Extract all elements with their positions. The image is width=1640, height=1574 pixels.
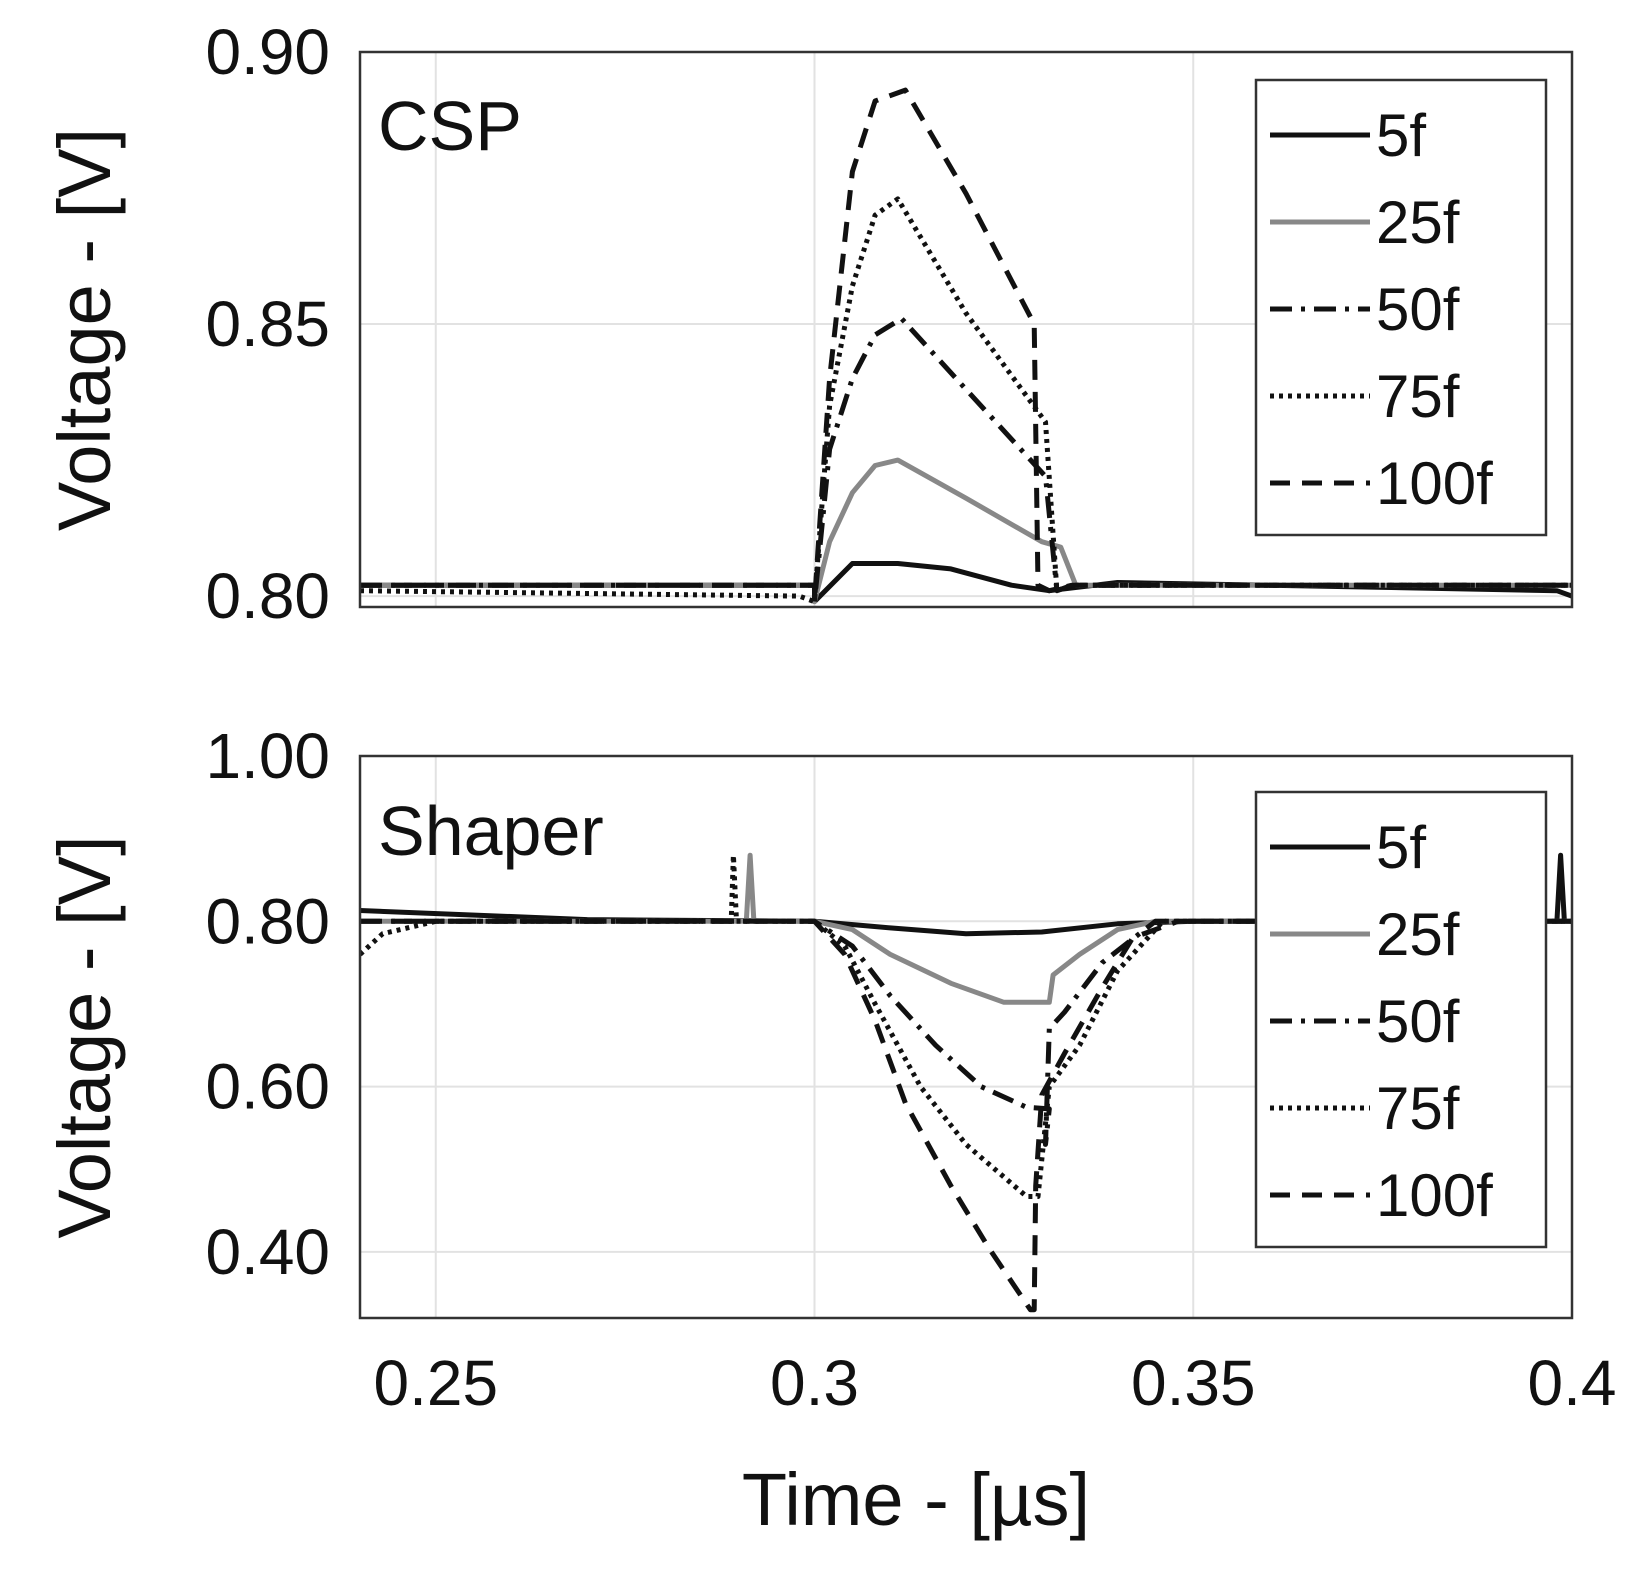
x-tick-label: 0.35 <box>1131 1347 1256 1419</box>
csp-legend-label-50f: 50f <box>1376 276 1460 343</box>
csp-series-100f <box>360 87 1572 605</box>
csp-legend-label-5f: 5f <box>1376 102 1426 169</box>
csp-axes-frame <box>358 50 1574 609</box>
shaper-legend-label-75f: 75f <box>1376 1075 1460 1142</box>
csp-legend-label-75f: 75f <box>1376 363 1460 430</box>
shaper-axes-frame <box>358 754 1574 1320</box>
x-axis-label: Time - [µs] <box>742 1458 1090 1541</box>
shaper-legend: 5f 25f 50f 75f 100f <box>1254 790 1548 1249</box>
shaper-series-25f <box>360 852 1572 1005</box>
shaper-y-axis-label: Voltage - [V] <box>43 835 126 1238</box>
csp-y-tick-label: 0.85 <box>205 288 330 360</box>
csp-legend: 5f 25f 50f 75f 100f <box>1254 78 1548 537</box>
shaper-y-tick-label: 0.80 <box>205 885 330 957</box>
shaper-y-tick-label: 0.60 <box>205 1051 330 1123</box>
shaper-panel-label: Shaper <box>378 792 604 870</box>
shaper-series-50f <box>360 918 1572 1147</box>
csp-y-axis-label: Voltage - [V] <box>43 128 126 531</box>
csp-panel: 0.80 0.85 0.90 Voltage - [V] CSP 5f 25f 50f 75f 1… <box>43 16 1574 632</box>
shaper-series-100f <box>360 918 1572 1313</box>
csp-y-tick-label: 0.80 <box>205 560 330 632</box>
x-tick-label: 0.25 <box>373 1347 498 1419</box>
shaper-legend-label-5f: 5f <box>1376 814 1426 881</box>
shaper-legend-label-50f: 50f <box>1376 988 1460 1055</box>
x-tick-label: 0.4 <box>1528 1347 1617 1419</box>
shaper-panel: 0.40 0.60 0.80 1.00 Voltage - [V] Shaper 5f 25f… <box>43 720 1574 1320</box>
csp-panel-label: CSP <box>378 87 522 165</box>
csp-legend-label-25f: 25f <box>1376 189 1460 256</box>
csp-series-75f <box>360 196 1572 605</box>
shaper-y-tick-label: 0.40 <box>205 1216 330 1288</box>
shaper-legend-label-25f: 25f <box>1376 901 1460 968</box>
csp-y-tick-label: 0.90 <box>205 16 330 88</box>
csp-legend-label-100f: 100f <box>1376 450 1493 517</box>
shaper-legend-label-100f: 100f <box>1376 1162 1493 1229</box>
shaper-y-tick-label: 1.00 <box>205 720 330 792</box>
x-tick-label: 0.3 <box>770 1347 859 1419</box>
